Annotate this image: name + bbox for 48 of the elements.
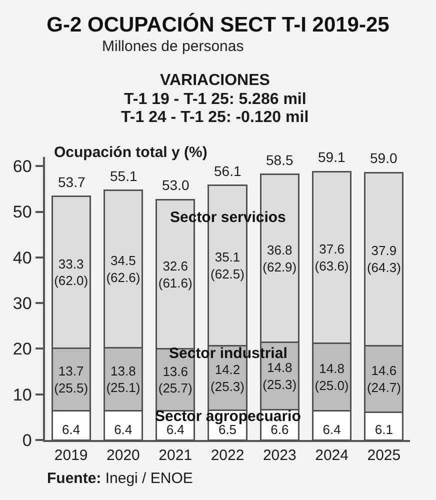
y-tick-label: 30 (12, 294, 32, 314)
text: T-1 24 - T-1 25: -0.120 mil (121, 109, 309, 126)
y-tick-label: 0 (22, 430, 32, 450)
data-label: 36.8 (62.9) (262, 242, 297, 274)
annotation: Ocupación total y (%) (54, 144, 208, 161)
text: T-1 19 - T-1 25: 5.286 mil (124, 91, 306, 108)
data-label: 32.6 (61.6) (158, 258, 192, 290)
annotation: 55.1 (110, 168, 138, 184)
data-label: 37.6 (63.6) (314, 241, 349, 274)
data-label: 13.7 (25.5) (54, 364, 88, 396)
annotation: 56.1 (214, 163, 242, 179)
x-tick-label: 2023 (262, 446, 296, 464)
source-note: Fuente: Inegi / ENOE (47, 470, 193, 487)
data-label: 6.1 (374, 422, 393, 437)
annotation: 53.0 (162, 177, 190, 193)
data-label: 6.4 (166, 422, 184, 437)
data-label: 13.8 (25.1) (106, 363, 140, 396)
text: VARIACIONES (160, 72, 270, 89)
data-label: 6.6 (270, 422, 289, 437)
annotation: 58.5 (266, 152, 294, 168)
x-tick-label: 2024 (315, 446, 348, 464)
data-label: 33.3 (62.0) (54, 256, 88, 288)
y-tick-label: 40 (12, 248, 32, 268)
data-label: 14.2 (25.3) (210, 362, 244, 394)
x-tick-label: 2020 (106, 446, 140, 464)
annotation: 59.1 (318, 149, 346, 165)
x-tick-label: 2022 (210, 446, 244, 464)
data-label: 6.4 (322, 422, 341, 437)
data-label: 14.6 (24.7) (366, 362, 401, 395)
data-label: 13.6 (25.7) (158, 364, 192, 396)
x-tick-label: 2025 (367, 446, 401, 464)
annotation: 53.7 (58, 174, 86, 190)
y-tick-label: 10 (12, 385, 32, 404)
chart-subtitle: Millones de personas (102, 38, 244, 55)
chart-title: G-2 OCUPACIÓN SECT T-I 2019-25 (46, 12, 390, 36)
data-label: 14.8 (25.0) (314, 361, 349, 393)
x-tick-label: 2019 (54, 446, 88, 464)
annotation: 59.0 (370, 150, 398, 166)
data-label: 35.1 (62.5) (210, 249, 244, 282)
data-label: 34.5 (62.6) (106, 253, 140, 286)
y-tick-label: 20 (12, 340, 32, 359)
data-label: 6.4 (62, 422, 80, 437)
data-label: 14.8 (25.3) (262, 360, 297, 392)
data-label: 37.9 (64.3) (366, 243, 401, 275)
data-label: 6.4 (114, 422, 132, 437)
y-tick-label: 50 (12, 202, 32, 222)
x-tick-label: 2021 (158, 446, 192, 464)
y-tick-label: 60 (12, 157, 32, 176)
